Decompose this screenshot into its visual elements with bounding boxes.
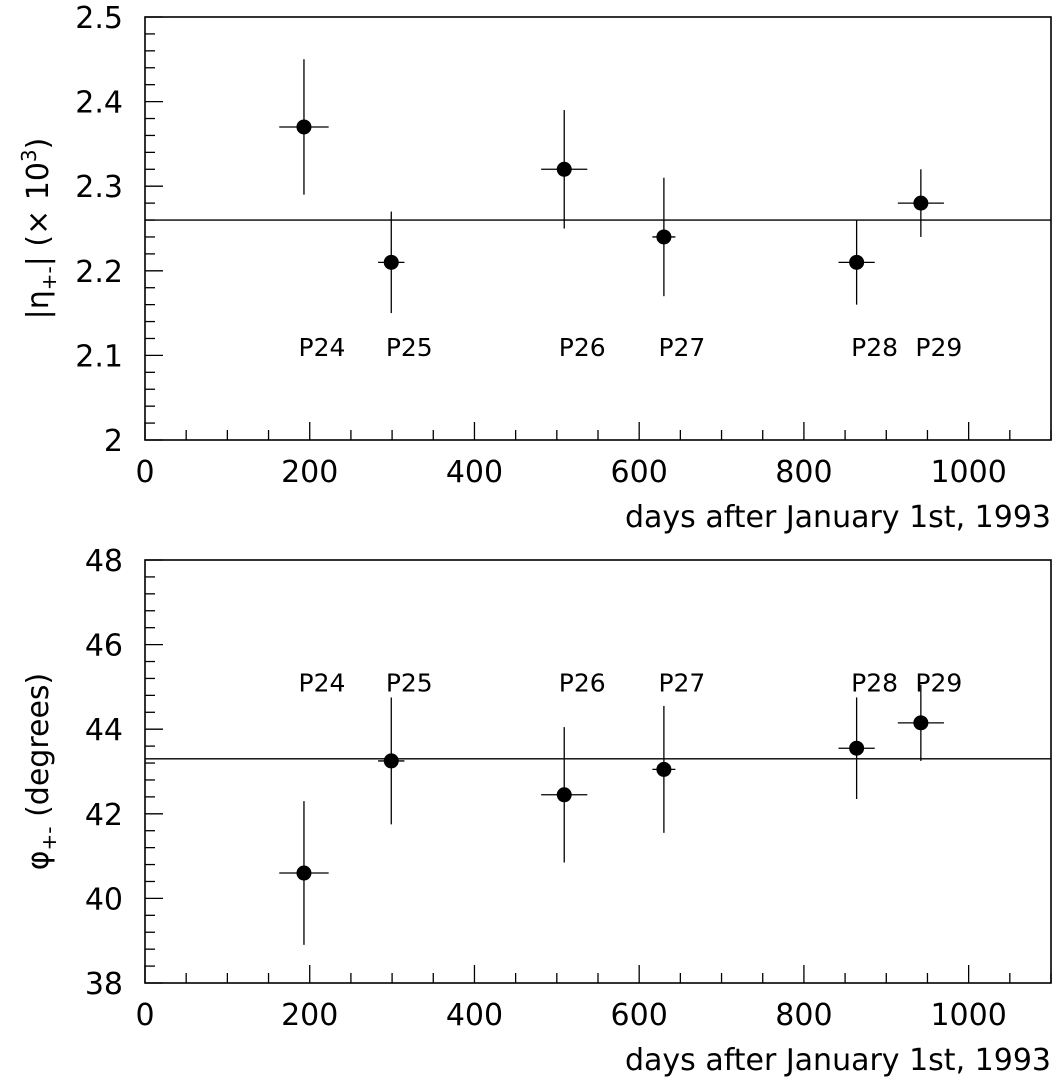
panel1-period-label: P29 xyxy=(915,333,962,362)
panel2-data-point xyxy=(556,787,572,803)
panel1-data-point xyxy=(656,229,672,245)
panel2-period-label: P29 xyxy=(915,669,962,698)
panel2-x-tick-label: 800 xyxy=(775,998,832,1033)
panel1-x-tick-label: 200 xyxy=(281,455,338,490)
panel2-y-tick-label: 48 xyxy=(85,544,123,579)
panel1-data-point xyxy=(296,119,312,135)
panel1-y-axis-title-part: |η xyxy=(21,290,56,319)
panel2-data-point xyxy=(383,753,399,769)
panel2-y-tick-label: 38 xyxy=(85,967,123,1002)
panel2-data-point xyxy=(296,865,312,881)
panel1-y-axis-title-part: | (× 10 xyxy=(21,162,56,266)
panel1-y-axis-title: |η+-| (× 103) xyxy=(17,138,61,320)
panel2-chart: 0 200 400 600 800 1000 38 40 42 44 46 48 days after … xyxy=(21,544,1052,1078)
panel1-y-axis-title-part: ) xyxy=(21,138,56,150)
panel2-data-point xyxy=(913,715,929,731)
panel1-y-tick-label: 2 xyxy=(104,424,123,459)
panel1-data-point xyxy=(556,161,572,177)
panel1-y-axis-title-part: +- xyxy=(37,266,61,290)
panel1-period-label: P24 xyxy=(299,333,346,362)
panel1-data-point xyxy=(849,254,865,270)
panel1-period-label: P26 xyxy=(559,333,606,362)
panel2-y-tick-label: 42 xyxy=(85,798,123,833)
panel1-period-label: P25 xyxy=(386,333,433,362)
panel2-x-tick-label: 600 xyxy=(611,998,668,1033)
panel1-period-label: P27 xyxy=(658,333,705,362)
panel1-x-tick-label: 600 xyxy=(611,455,668,490)
panel1-chart: 0 200 400 600 800 1000 2 2.1 2.2 2.3 2.4 2.5 days af… xyxy=(17,1,1052,535)
panel2-period-label: P26 xyxy=(559,669,606,698)
panel2-data-point xyxy=(849,740,865,756)
panel1-period-label: P28 xyxy=(851,333,898,362)
panel2-x-tick-label: 400 xyxy=(446,998,503,1033)
panel2-y-axis-title-part: φ xyxy=(21,850,56,870)
panel1-y-tick-label: 2.3 xyxy=(75,170,123,205)
panel1-y-axis-title-part: 3 xyxy=(17,149,41,162)
panel1-x-tick-label: 800 xyxy=(775,455,832,490)
panel1-x-tick-label: 1000 xyxy=(930,455,1006,490)
panel1-y-tick-label: 2.1 xyxy=(75,339,123,374)
panel2-x-tick-label: 1000 xyxy=(930,998,1006,1033)
panel1-x-tick-label: 400 xyxy=(446,455,503,490)
panel2-x-tick-label: 200 xyxy=(281,998,338,1033)
panel2-y-axis-title: φ+- (degrees) xyxy=(21,673,61,871)
panel2-period-label: P27 xyxy=(658,669,705,698)
panel1-data-point xyxy=(913,195,929,211)
panel2-y-tick-label: 46 xyxy=(85,629,123,664)
panel1-data-point xyxy=(383,254,399,270)
panel1-x-axis-title: days after January 1st, 1993 xyxy=(625,500,1051,535)
panel2-plot-frame xyxy=(144,559,1052,984)
panel2-y-tick-label: 44 xyxy=(85,713,123,748)
panel2-data-point xyxy=(656,761,672,777)
panel1-y-tick-label: 2.4 xyxy=(75,86,123,121)
panel2-x-tick-label: 0 xyxy=(135,998,154,1033)
panel2-x-axis-title: days after January 1st, 1993 xyxy=(625,1043,1051,1078)
panel2-period-label: P25 xyxy=(386,669,433,698)
panel1-plot-frame xyxy=(144,16,1052,441)
panel2-period-label: P28 xyxy=(851,669,898,698)
panel2-period-label: P24 xyxy=(299,669,346,698)
panel1-y-tick-label: 2.2 xyxy=(75,255,123,290)
panel2-y-tick-label: 40 xyxy=(85,882,123,917)
panel2-y-axis-title-part: +- xyxy=(37,826,61,850)
panel1-y-tick-label: 2.5 xyxy=(75,1,123,36)
panel2-y-axis-title-part: (degrees) xyxy=(21,673,56,827)
panel1-x-tick-label: 0 xyxy=(135,455,154,490)
